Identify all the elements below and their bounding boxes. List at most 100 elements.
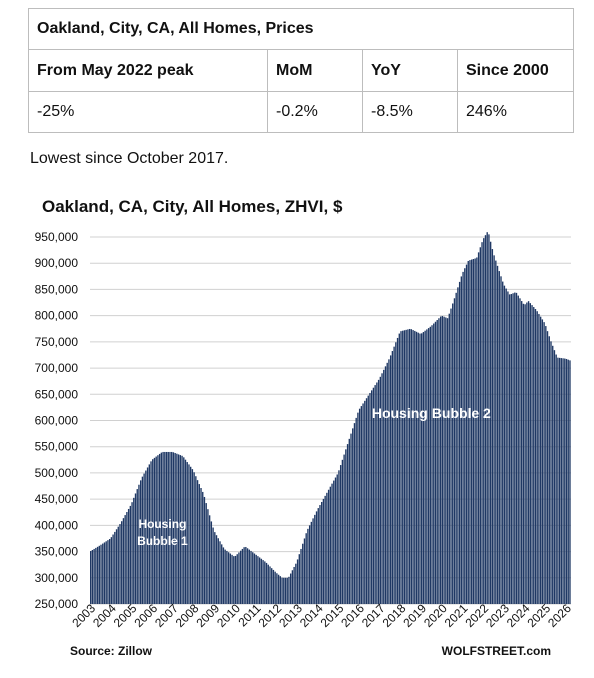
- bar: [298, 554, 300, 604]
- bar: [133, 497, 135, 604]
- bar: [348, 438, 350, 604]
- price-chart: Oakland, CA, City, All Homes, ZHVI, $ 95…: [35, 197, 575, 658]
- bar: [262, 560, 264, 604]
- bar: [100, 544, 102, 604]
- bar: [288, 576, 290, 604]
- bar: [312, 518, 314, 604]
- bars: [90, 232, 571, 605]
- bar: [221, 544, 223, 604]
- bar: [152, 459, 154, 604]
- bar: [238, 552, 240, 604]
- bar: [562, 358, 564, 604]
- bar: [512, 293, 514, 604]
- bar: [96, 546, 99, 604]
- bar: [265, 562, 268, 604]
- bar: [339, 465, 342, 604]
- bar: [533, 307, 535, 604]
- annotation-bubble-1-line-2: Bubble 1: [137, 534, 188, 548]
- bar: [503, 285, 506, 604]
- bar: [191, 469, 194, 604]
- bar: [464, 268, 466, 604]
- bar: [222, 547, 225, 604]
- bar: [196, 480, 199, 604]
- bar: [158, 453, 161, 604]
- bar: [522, 303, 525, 604]
- bar: [183, 457, 185, 604]
- bar: [117, 526, 119, 604]
- y-tick-label: 750,000: [35, 335, 79, 349]
- bar: [502, 281, 504, 604]
- bar: [477, 252, 480, 605]
- bar: [448, 313, 450, 604]
- bar: [324, 495, 326, 604]
- bar: [345, 449, 347, 604]
- bar: [467, 260, 469, 604]
- bar: [233, 556, 235, 604]
- bar: [246, 548, 249, 604]
- bar: [429, 326, 431, 604]
- bar: [234, 555, 237, 604]
- y-tick-label: 450,000: [35, 492, 79, 506]
- bar: [140, 480, 142, 604]
- bar: [396, 337, 399, 604]
- bar: [93, 548, 95, 604]
- bar: [203, 496, 206, 604]
- bar: [338, 470, 340, 604]
- bar: [326, 492, 328, 604]
- bar: [214, 532, 216, 604]
- bar: [424, 330, 426, 604]
- bar: [145, 470, 147, 604]
- bar: [402, 330, 404, 604]
- bar: [457, 287, 459, 604]
- bar: [386, 362, 388, 604]
- bar: [474, 258, 476, 604]
- bar: [241, 548, 244, 604]
- bar: [455, 292, 457, 604]
- bar: [352, 428, 354, 604]
- y-tick-label: 800,000: [35, 309, 79, 323]
- bar: [553, 350, 556, 604]
- bar: [472, 259, 475, 604]
- bar: [176, 453, 178, 604]
- bar: [322, 498, 325, 604]
- bar: [319, 505, 321, 604]
- bar: [217, 538, 219, 604]
- bar: [383, 369, 385, 604]
- bar: [305, 533, 307, 604]
- bar: [198, 484, 200, 604]
- bar: [307, 528, 309, 604]
- bar: [481, 242, 483, 605]
- bar: [498, 271, 500, 604]
- bar: [398, 333, 400, 604]
- bar: [141, 476, 144, 604]
- bar: [124, 515, 126, 604]
- bar: [122, 518, 125, 604]
- bar: [226, 550, 228, 604]
- bar: [453, 298, 456, 604]
- bar: [91, 550, 94, 604]
- bar: [169, 451, 171, 604]
- bar: [136, 489, 138, 604]
- y-tick-label: 300,000: [35, 571, 79, 585]
- bar: [365, 398, 368, 604]
- bar: [388, 359, 390, 604]
- bar: [495, 260, 497, 604]
- bar: [412, 330, 414, 604]
- bar: [188, 464, 190, 604]
- bar: [274, 571, 276, 604]
- bar: [289, 573, 292, 604]
- bar: [500, 276, 502, 604]
- bar: [302, 543, 304, 604]
- bar: [227, 552, 230, 604]
- bar: [421, 333, 423, 604]
- bar: [438, 318, 440, 604]
- chart-title: Oakland, CA, City, All Homes, ZHVI, $: [42, 197, 343, 216]
- bar: [403, 330, 406, 604]
- bar: [327, 489, 330, 604]
- header-from-peak: From May 2022 peak: [28, 49, 268, 92]
- header-yoy: YoY: [362, 49, 458, 92]
- bar: [243, 547, 245, 604]
- bar: [195, 476, 197, 604]
- bar: [379, 376, 381, 604]
- bar: [393, 346, 395, 604]
